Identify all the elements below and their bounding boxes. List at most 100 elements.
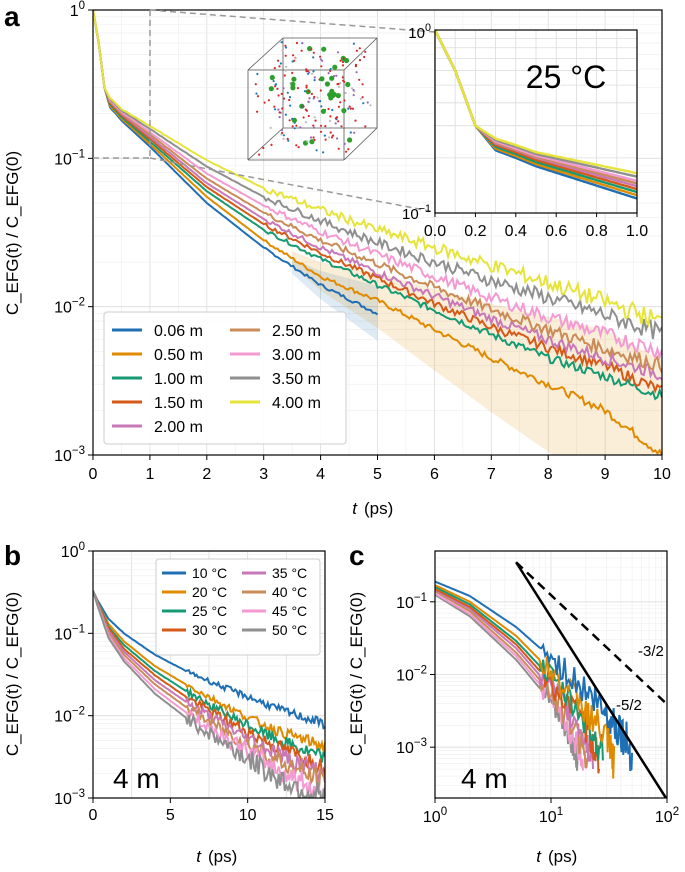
molecule (256, 72, 259, 76)
molecule (320, 65, 323, 68)
molecule (284, 113, 287, 116)
y-tick-label: 10−1 (402, 203, 431, 223)
molecule (322, 151, 325, 154)
series-lines-inset (435, 30, 637, 200)
molecule (305, 86, 308, 89)
x-tick-label: 3 (259, 466, 268, 483)
molecule (280, 92, 283, 95)
molecule (309, 139, 315, 145)
ticks-c: 100 101 102 10−1 10−2 10−3 (396, 592, 679, 826)
molecule (329, 69, 332, 72)
inset-frame (434, 29, 638, 214)
molecule (353, 131, 356, 134)
molecule (347, 148, 350, 151)
molecule (313, 126, 316, 129)
molecule (335, 116, 339, 119)
molecule (319, 76, 325, 82)
legend-label: 4.00 m (272, 395, 321, 412)
molecule (293, 127, 296, 130)
x-tick-label: 0 (89, 807, 98, 824)
x-tick-label: 1.0 (626, 223, 648, 240)
inset-temperature-label: 25 °C (526, 59, 606, 95)
legend-label: 10 °C (192, 565, 227, 581)
y-tick-label: 10−1 (54, 148, 85, 168)
series-line-b-5 (93, 590, 325, 795)
molecule (301, 42, 304, 45)
molecule (281, 131, 284, 134)
molecule (310, 48, 313, 51)
series-line-a-6 (93, 10, 662, 361)
series-line-c-7 (435, 593, 579, 771)
molecule (348, 105, 351, 108)
molecule (312, 136, 315, 139)
molecule (291, 71, 294, 74)
molecule (299, 126, 302, 129)
molecule (262, 146, 265, 150)
molecule (334, 122, 337, 125)
molecule (312, 56, 315, 59)
molecule (347, 107, 350, 110)
molecule (354, 119, 357, 122)
xlabel-b-unit: (ps) (208, 847, 237, 866)
molecule (288, 96, 292, 99)
molecule (278, 116, 281, 119)
molecule (269, 126, 272, 129)
box-edge (247, 37, 284, 71)
molecule (358, 59, 362, 62)
x-tick-label: 0.6 (545, 223, 567, 240)
molecule (286, 137, 289, 140)
annotation-c: 4 m (461, 763, 508, 794)
molecule (337, 85, 341, 88)
molecule (297, 146, 300, 149)
molecule (364, 50, 367, 53)
molecule (304, 121, 308, 124)
molecule (313, 76, 316, 79)
molecule (280, 41, 283, 44)
molecule (268, 86, 274, 92)
molecule (358, 47, 361, 50)
molecule (331, 134, 335, 137)
series-line-c-0 (435, 580, 634, 772)
molecule (321, 46, 327, 52)
molecule (284, 69, 287, 72)
molecule (308, 97, 311, 100)
molecule (328, 136, 331, 139)
molecule (307, 100, 310, 103)
x-tick-label: 7 (487, 466, 496, 483)
legend-label: 25 °C (192, 603, 227, 619)
molecule (350, 87, 354, 90)
molecule (295, 144, 298, 147)
molecule (278, 65, 281, 68)
molecule (330, 136, 334, 139)
molecule (300, 49, 303, 52)
legend-label: 45 °C (272, 603, 307, 619)
x-tick-label: 9 (601, 466, 610, 483)
molecule (335, 74, 338, 77)
molecule (349, 107, 352, 110)
ylabel-a: C_EFG(t) / C_EFG(0) (3, 151, 22, 315)
molecule (295, 41, 299, 45)
x-tick-label: 101 (539, 806, 563, 826)
legend-label: 20 °C (192, 584, 227, 600)
molecule (281, 107, 284, 110)
ticks-inset: 0.0 0.2 0.4 0.6 0.8 1.0 100 10−1 (402, 22, 648, 240)
molecule (282, 134, 285, 137)
legend-label: 35 °C (272, 565, 307, 581)
series-line-c-6 (435, 592, 585, 771)
molecule (284, 54, 287, 57)
x-tick-label: 0.2 (464, 223, 486, 240)
x-tick-label: 102 (655, 806, 679, 826)
molecule (355, 49, 358, 52)
series-line-b-0 (93, 590, 325, 730)
molecule (359, 97, 362, 100)
molecule (296, 87, 300, 90)
molecule (302, 105, 305, 108)
molecule (327, 107, 330, 111)
molecule (324, 138, 327, 141)
ylabel-b-text: C_EFG(t) / C_EFG(0) (3, 592, 22, 756)
molecule (269, 74, 275, 81)
molecule (282, 97, 286, 100)
series-line-b-6 (93, 590, 325, 798)
panel-label-c: c (349, 540, 365, 571)
